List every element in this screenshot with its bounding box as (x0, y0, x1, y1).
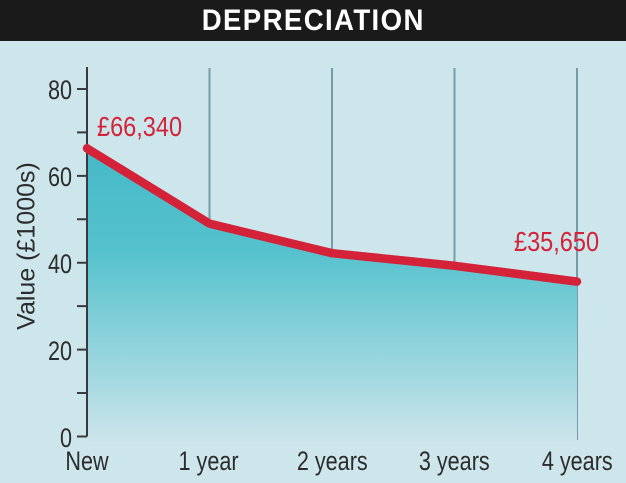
x-tick-label-2-years: 2 years (296, 446, 368, 476)
y-tick-label-80: 80 (47, 75, 72, 105)
area-fill (87, 148, 577, 442)
x-tick-label-4-years: 4 years (541, 446, 613, 476)
y-tick-label-60: 60 (47, 162, 72, 192)
y-tick-label-0: 0 (59, 423, 72, 453)
chart-title: DEPRECIATION (201, 3, 425, 37)
x-tick-label-1-year: 1 year (178, 446, 240, 476)
y-axis-title: Value (£1000s) (12, 162, 41, 330)
x-tick-label-new: New (65, 446, 109, 476)
value-label-new: £66,340 (97, 111, 183, 142)
x-tick-label-3-years: 3 years (418, 446, 490, 476)
title-bar: DEPRECIATION (0, 0, 626, 41)
y-axis (77, 67, 88, 438)
value-line (82, 144, 582, 286)
y-tick-label-40: 40 (47, 249, 72, 279)
y-tick-label-20: 20 (47, 336, 72, 366)
value-label-4-years: £35,650 (514, 226, 600, 257)
